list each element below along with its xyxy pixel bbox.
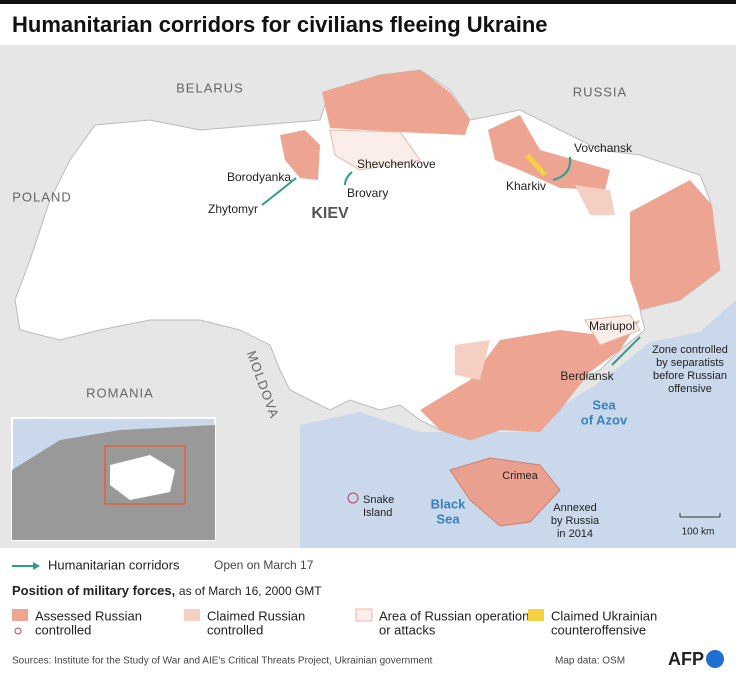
map-label: Brovary bbox=[347, 186, 388, 200]
map-label: Snake bbox=[363, 494, 394, 506]
map-label: RUSSIA bbox=[573, 84, 627, 99]
legend-label: Area of Russian operations bbox=[379, 608, 536, 623]
legend-label: controlled bbox=[35, 622, 91, 637]
scale-bar bbox=[679, 513, 721, 518]
map-label: offensive bbox=[668, 383, 712, 395]
map-label: before Russian bbox=[653, 370, 727, 382]
map-label: Sea bbox=[436, 511, 460, 526]
legend-label: or attacks bbox=[379, 622, 436, 637]
map-label: 100 km bbox=[682, 527, 715, 538]
crimea bbox=[449, 457, 561, 527]
map-label: Black bbox=[431, 496, 466, 511]
top-rule bbox=[0, 0, 736, 4]
legend-snake-symbol bbox=[14, 627, 22, 635]
map-label: Berdiansk bbox=[560, 369, 614, 383]
legend-corridor-note: Open on March 17 bbox=[214, 558, 314, 572]
map-label: Crimea bbox=[502, 470, 538, 482]
legend-swatch bbox=[528, 609, 544, 621]
legend-label: counteroffensive bbox=[551, 622, 646, 637]
map-label: in 2014 bbox=[557, 528, 593, 540]
snake-island bbox=[347, 492, 359, 504]
corridor-arrow bbox=[33, 562, 40, 570]
map-label: by separatists bbox=[656, 357, 724, 369]
legend-label: Assessed Russian bbox=[35, 608, 142, 623]
title: Humanitarian corridors for civilians fle… bbox=[12, 12, 548, 37]
legend-swatch bbox=[12, 609, 28, 621]
heading: Position of military forces, bbox=[12, 583, 175, 598]
legend-label: Claimed Russian bbox=[207, 608, 305, 623]
claimed-controlled bbox=[455, 185, 615, 380]
map-label: Zone controlled bbox=[652, 344, 728, 356]
sea bbox=[300, 300, 736, 548]
legend-swatch bbox=[184, 609, 200, 621]
inset bbox=[11, 417, 216, 541]
map-label: Borodyanka bbox=[227, 170, 291, 184]
legend-label: controlled bbox=[207, 622, 263, 637]
map-label: of Azov bbox=[581, 412, 628, 427]
map-label: Island bbox=[363, 507, 392, 519]
operations-area bbox=[329, 129, 641, 346]
legend-heading: Position of military forces, as of March… bbox=[12, 583, 322, 598]
russian-controlled bbox=[280, 70, 720, 440]
map-label: KIEV bbox=[311, 205, 349, 222]
sources: Sources: Institute for the Study of War … bbox=[12, 656, 433, 667]
map-label: POLAND bbox=[12, 189, 71, 204]
legend: Humanitarian corridors Open on March 17 … bbox=[12, 557, 657, 637]
map-label: Shevchenkove bbox=[357, 157, 436, 171]
map-label: Sea bbox=[592, 397, 616, 412]
map-label: Annexed bbox=[553, 502, 596, 514]
map-data: Map data: OSM bbox=[555, 656, 625, 667]
map-label: ROMANIA bbox=[86, 385, 154, 400]
map-label: Kharkiv bbox=[506, 179, 546, 193]
logo: AFP bbox=[668, 649, 704, 669]
map-label: Zhytomyr bbox=[208, 202, 258, 216]
legend-swatch bbox=[355, 608, 373, 622]
corridors bbox=[261, 156, 641, 366]
counteroffensive bbox=[525, 153, 547, 177]
map bbox=[0, 45, 736, 548]
map-label: by Russia bbox=[551, 515, 600, 527]
legend-corridor: Humanitarian corridors bbox=[48, 557, 180, 572]
map-label: Mariupol bbox=[589, 319, 635, 333]
map-label: BELARUS bbox=[176, 80, 244, 95]
heading-note: as of March 16, 2000 GMT bbox=[179, 584, 322, 598]
logo-dot bbox=[706, 650, 724, 668]
legend-label: Claimed Ukrainian bbox=[551, 608, 657, 623]
map-label: Vovchansk bbox=[574, 141, 633, 155]
